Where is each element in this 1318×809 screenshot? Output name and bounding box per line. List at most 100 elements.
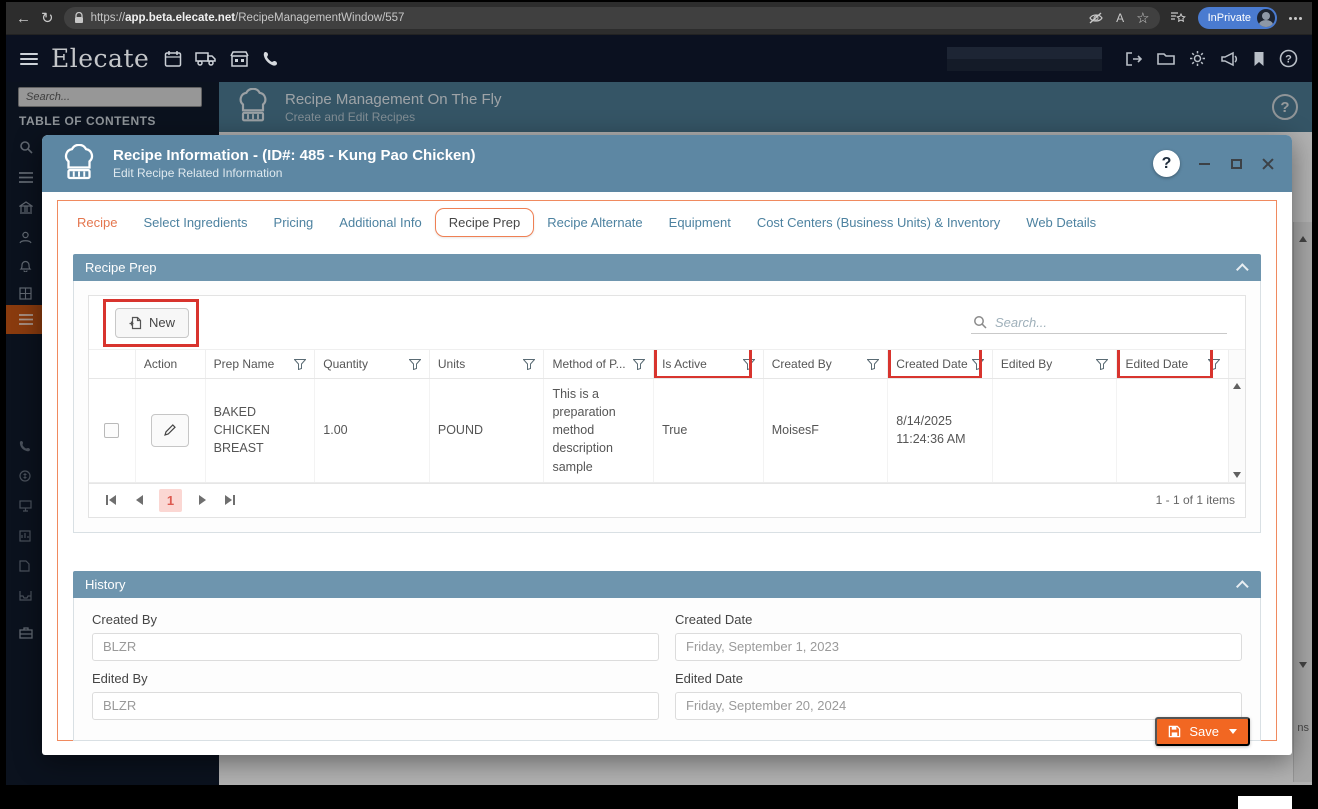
sign-out-icon[interactable]: [1125, 51, 1143, 67]
lock-icon: [74, 12, 83, 23]
gear-icon[interactable]: [1189, 50, 1206, 67]
tab-cost-centers[interactable]: Cost Centers (Business Units) & Inventor…: [756, 214, 1001, 230]
close-button[interactable]: [1260, 156, 1276, 172]
browser-menu-icon[interactable]: [1289, 16, 1302, 20]
header-is-active[interactable]: Is Active: [653, 350, 763, 378]
sidebar-phone-icon[interactable]: [19, 440, 31, 452]
header-units[interactable]: Units: [428, 350, 544, 378]
url-text: https://app.beta.elecate.net/RecipeManag…: [90, 12, 405, 24]
maximize-button[interactable]: [1228, 156, 1244, 172]
phone-icon[interactable]: [262, 50, 278, 67]
chef-hat-icon: [64, 143, 94, 179]
inprivate-badge[interactable]: InPrivate: [1197, 7, 1277, 29]
modal-help-button[interactable]: ?: [1153, 150, 1180, 177]
help-circle-icon[interactable]: ?: [1279, 49, 1298, 68]
collapse-caret-icon[interactable]: [1236, 579, 1249, 593]
read-aloud-icon[interactable]: A: [1116, 11, 1125, 25]
tracking-prevention-icon[interactable]: [1088, 11, 1104, 25]
edit-button[interactable]: [151, 413, 190, 447]
minimize-button[interactable]: [1196, 156, 1212, 172]
history-panel-header[interactable]: History: [73, 570, 1261, 598]
tab-recipe-prep[interactable]: Recipe Prep: [434, 207, 535, 237]
created-by-field[interactable]: BLZR: [92, 632, 659, 661]
menu-hamburger-icon[interactable]: [20, 52, 38, 65]
sidebar-currency-icon[interactable]: [19, 470, 31, 482]
app-logo[interactable]: Elecate: [51, 44, 150, 73]
sidebar-grid-icon[interactable]: [19, 287, 32, 300]
cell-created-by: MoisesF: [762, 379, 888, 482]
sidebar-user-icon[interactable]: [19, 231, 32, 244]
filter-icon[interactable]: [408, 358, 421, 370]
browser-actions: InPrivate: [1170, 7, 1302, 29]
header-created-by[interactable]: Created By: [762, 350, 888, 378]
edited-date-label: Edited Date: [675, 670, 743, 686]
edited-by-field[interactable]: BLZR: [92, 691, 659, 720]
sidebar-search-icon[interactable]: [19, 140, 33, 154]
sidebar-bell-icon[interactable]: [19, 259, 32, 272]
megaphone-icon[interactable]: [1220, 51, 1239, 67]
filter-icon[interactable]: [742, 358, 755, 370]
delivery-truck-icon[interactable]: [195, 50, 217, 67]
collapse-caret-icon[interactable]: [1236, 263, 1249, 276]
sidebar-search-input[interactable]: Search...: [18, 87, 202, 107]
sidebar-monitor-icon[interactable]: [19, 500, 32, 512]
tab-recipe[interactable]: Recipe: [77, 214, 118, 230]
background-scrollbar[interactable]: [1293, 222, 1312, 782]
header-method[interactable]: Method of P...: [543, 350, 653, 378]
sidebar-tray-icon[interactable]: [19, 590, 32, 601]
tab-select-ingredients[interactable]: Select Ingredients: [143, 214, 248, 230]
tab-recipe-alternate[interactable]: Recipe Alternate: [547, 214, 643, 230]
pager-first-button[interactable]: [99, 488, 123, 512]
tab-web-details[interactable]: Web Details: [1026, 214, 1097, 230]
modal-header[interactable]: Recipe Information - (ID#: 485 - Kung Pa…: [42, 135, 1292, 192]
modal-body: Recipe Select Ingredients Pricing Additi…: [57, 200, 1277, 746]
row-checkbox[interactable]: [104, 422, 120, 438]
tab-pricing[interactable]: Pricing: [273, 214, 314, 230]
sidebar-report-icon[interactable]: [19, 530, 31, 542]
header-action[interactable]: Action: [134, 350, 205, 378]
storefront-icon[interactable]: [230, 50, 249, 67]
filter-icon[interactable]: [523, 358, 536, 370]
pager-last-button[interactable]: [218, 488, 242, 512]
bookmark-icon[interactable]: [1253, 51, 1265, 67]
header-edited-date[interactable]: Edited Date: [1116, 350, 1228, 378]
grid-search-box[interactable]: Search...: [971, 312, 1227, 334]
edited-date-field[interactable]: Friday, September 20, 2024: [675, 691, 1242, 720]
save-dropdown-caret-icon[interactable]: [1229, 729, 1237, 734]
tab-equipment[interactable]: Equipment: [668, 214, 731, 230]
sidebar-doc-icon[interactable]: [19, 560, 30, 572]
page-help-button[interactable]: ?: [1272, 94, 1298, 120]
new-button[interactable]: New: [115, 307, 190, 338]
folder-icon[interactable]: [1157, 51, 1175, 66]
tab-additional-info[interactable]: Additional Info: [339, 214, 422, 230]
pager-prev-button[interactable]: [127, 488, 151, 512]
calendar-icon[interactable]: [164, 50, 182, 68]
filter-icon[interactable]: [294, 358, 307, 370]
recipe-prep-panel-header[interactable]: Recipe Prep: [73, 254, 1261, 281]
header-prep-name[interactable]: Prep Name: [204, 350, 315, 378]
sidebar-briefcase-icon[interactable]: [19, 627, 33, 639]
header-quantity[interactable]: Quantity: [314, 350, 429, 378]
filter-icon[interactable]: [971, 358, 984, 370]
back-icon[interactable]: ←: [16, 9, 31, 27]
created-date-field[interactable]: Friday, September 1, 2023: [675, 632, 1242, 661]
page-title: Recipe Management On The Fly: [285, 90, 502, 108]
header-edited-by[interactable]: Edited By: [991, 350, 1117, 378]
sidebar-bank-icon[interactable]: [19, 201, 33, 214]
filter-icon[interactable]: [1096, 358, 1109, 370]
sidebar-menu-icon[interactable]: [19, 172, 33, 183]
grid-scrollbar[interactable]: [1228, 379, 1246, 482]
redacted-user-info: [947, 46, 1102, 71]
filter-icon[interactable]: [633, 358, 646, 370]
header-created-date[interactable]: Created Date: [887, 350, 992, 378]
favorites-star-icon[interactable]: ☆: [1136, 9, 1150, 27]
pager-current-page[interactable]: 1: [159, 488, 182, 512]
filter-icon[interactable]: [867, 358, 880, 370]
collections-icon[interactable]: [1170, 11, 1186, 25]
grid-search-placeholder: Search...: [995, 314, 1048, 330]
save-button[interactable]: Save: [1155, 717, 1250, 746]
address-bar[interactable]: https://app.beta.elecate.net/RecipeManag…: [63, 7, 1160, 29]
pager-next-button[interactable]: [190, 488, 214, 512]
filter-icon[interactable]: [1208, 358, 1221, 370]
refresh-icon[interactable]: ↻: [41, 9, 54, 27]
